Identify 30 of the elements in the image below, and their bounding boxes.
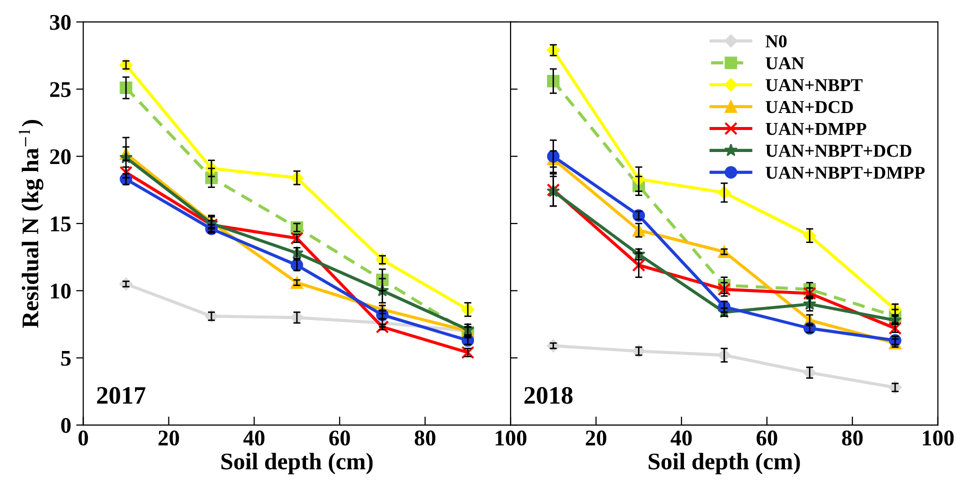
y-tick-label: 0 bbox=[61, 418, 71, 433]
legend-label: UAN+DMPP bbox=[766, 122, 866, 136]
x-axis-title: Soil depth (cm) bbox=[221, 452, 373, 474]
x-tick-label: 60 bbox=[329, 430, 350, 446]
legend-label: N0 bbox=[766, 35, 787, 48]
y-tick-label: 25 bbox=[50, 82, 71, 98]
annotation: 2018 bbox=[524, 386, 573, 404]
x-tick-label: 80 bbox=[842, 430, 863, 446]
x-tick-label: 20 bbox=[158, 430, 179, 446]
x-tick-label: 40 bbox=[243, 430, 264, 446]
legend-label: UAN bbox=[766, 57, 804, 70]
x-tick-label: 100 bbox=[922, 430, 954, 446]
legend-label: UAN+DCD bbox=[766, 100, 853, 114]
x-tick-label: 20 bbox=[586, 430, 606, 446]
x-tick-label: 80 bbox=[414, 430, 436, 446]
x-tick-label: 40 bbox=[670, 430, 692, 446]
legend-label: UAN+NBPT bbox=[766, 79, 863, 92]
legend-label: UAN+NBPT+DMPP bbox=[766, 166, 925, 179]
x-tick-label: 60 bbox=[756, 430, 778, 446]
x-tick-label: 100 bbox=[496, 430, 526, 446]
x-axis-title: Soil depth (cm) bbox=[648, 452, 800, 474]
x-tick-label: 0 bbox=[78, 430, 88, 446]
legend-label: UAN+NBPT+DCD bbox=[766, 144, 912, 157]
y-tick-label: 30 bbox=[50, 14, 71, 30]
y-tick-label: 10 bbox=[51, 284, 71, 299]
y-tick-label: 20 bbox=[50, 149, 71, 164]
y-tick-label: 5 bbox=[61, 351, 71, 366]
y-axis-title: Residual N (kg ha$^{−1}$) bbox=[18, 120, 44, 328]
y-tick-label: 15 bbox=[51, 216, 71, 232]
annotation: 2017 bbox=[97, 386, 146, 404]
